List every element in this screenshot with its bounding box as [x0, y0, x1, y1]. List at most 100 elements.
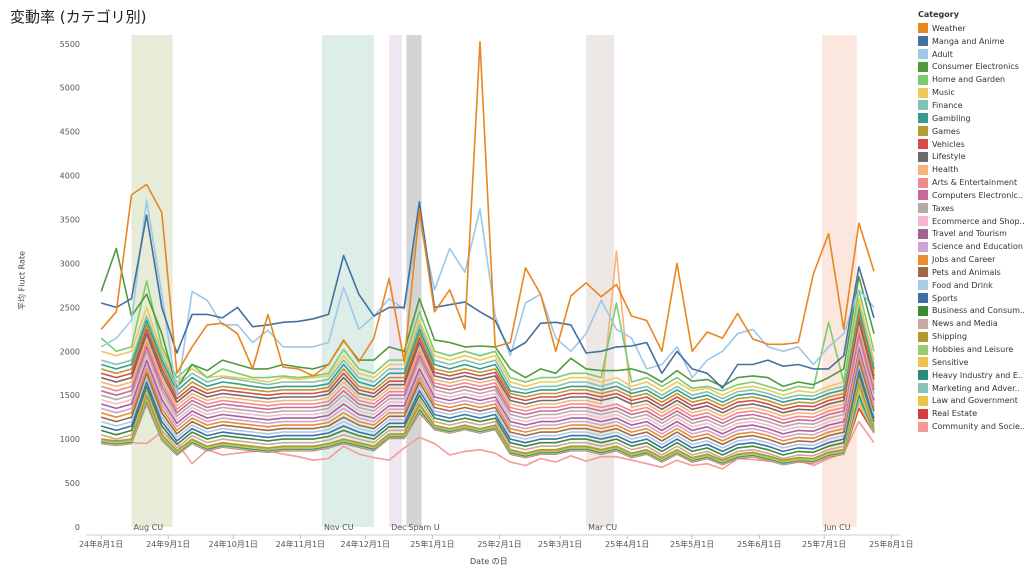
legend-swatch [918, 344, 928, 355]
series-line-6 [100, 302, 875, 400]
series-line-22 [100, 372, 875, 456]
series-line-31 [101, 420, 875, 470]
y-tick-label-4: 2000 [60, 347, 80, 356]
series-line-1 [100, 201, 875, 390]
legend-label: Manga and Anime [932, 36, 1005, 46]
legend-label: Computers Electronic.. [932, 190, 1023, 200]
y-tick-label-7: 3500 [60, 216, 80, 225]
legend-label: Adult [932, 49, 953, 59]
legend-label: Weather [932, 23, 966, 33]
y-tick-label-5: 2500 [60, 303, 80, 312]
series-line-15 [100, 341, 875, 432]
legend-swatch [918, 87, 928, 98]
series-line-14 [100, 337, 875, 428]
series-line-7 [100, 306, 875, 404]
series-line-21 [100, 368, 875, 453]
legend-swatch [918, 100, 928, 111]
series-line-5 [100, 297, 875, 397]
legend-label: Vehicles [932, 139, 965, 149]
legend-swatch [918, 126, 928, 137]
legend-swatch [918, 383, 928, 394]
series-line-18 [100, 354, 875, 442]
legend-item: Games [918, 125, 1024, 138]
y-tick-label-9: 4500 [60, 128, 80, 137]
legend-label: Consumer Electronics [932, 62, 1019, 72]
legend-swatch [918, 151, 928, 162]
legend-label: Travel and Tourism [932, 229, 1007, 239]
legend-swatch [918, 113, 928, 124]
legend-item: Marketing and Adver.. [918, 382, 1024, 395]
y-tick-label-3: 1500 [60, 391, 80, 400]
band-label-1: Nov CU [324, 523, 354, 532]
legend-swatch [918, 74, 928, 85]
legend-label: Shipping [932, 332, 967, 342]
legend-label: Ecommerce and Shop.. [932, 216, 1024, 226]
series-line-10 [100, 319, 875, 414]
series-line-3 [100, 247, 875, 390]
legend-item: Vehicles [918, 138, 1024, 151]
legend-item: Pets and Animals [918, 266, 1024, 279]
legend-item: Sports [918, 292, 1024, 305]
legend-label: Business and Consum.. [932, 306, 1024, 316]
legend-swatch [918, 164, 928, 175]
y-tick-label-11: 5500 [60, 40, 80, 49]
legend-swatch [918, 357, 928, 368]
band-label-3: Spam U [408, 523, 439, 532]
y-tick-label-0: 0 [75, 523, 80, 532]
series-line-4 [100, 280, 875, 392]
legend-swatch [918, 203, 928, 214]
series-line-2 [100, 199, 875, 397]
legend-label: Lifestyle [932, 152, 966, 162]
legend-item: Science and Education [918, 240, 1024, 253]
legend-swatch [918, 305, 928, 316]
legend-label: Arts & Entertainment [932, 178, 1018, 188]
legend-item: Travel and Tourism [918, 228, 1024, 241]
legend-swatch [918, 23, 928, 34]
legend-label: Home and Garden [932, 75, 1006, 85]
legend-label: News and Media [932, 319, 998, 329]
series-line-9 [100, 315, 875, 411]
band-0 [131, 35, 173, 527]
legend-swatch [918, 421, 928, 432]
x-tick-label-9: 25年5月1日 [670, 539, 714, 549]
x-tick-label-11: 25年7月1日 [802, 539, 846, 549]
band-label-5: Jun CU [823, 523, 851, 532]
legend-item: Business and Consum.. [918, 305, 1024, 318]
legend-title: Category [918, 10, 959, 19]
legend-label: Finance [932, 100, 963, 110]
legend-item: Law and Government [918, 394, 1024, 407]
x-tick-label-1: 24年9月1日 [146, 539, 190, 549]
legend-item: Arts & Entertainment [918, 176, 1024, 189]
legend-swatch [918, 331, 928, 342]
x-tick-label-12: 25年8月1日 [869, 539, 913, 549]
legend-swatch [918, 216, 928, 227]
legend-item: Shipping [918, 330, 1024, 343]
series-line-20 [100, 363, 875, 449]
legend-swatch [918, 318, 928, 329]
legend-item: Ecommerce and Shop.. [918, 215, 1024, 228]
x-tick-label-2: 24年10月1日 [208, 539, 257, 549]
legend-items: Weather Manga and Anime Adult Consumer Elec… [918, 22, 1024, 433]
series-line-11 [100, 250, 875, 418]
y-axis: 0 500 1000 1500 2000 2500 3000 3500 4000 4500 5000… [60, 40, 80, 532]
y-tick-label-1: 500 [65, 479, 80, 488]
legend-swatch [918, 49, 928, 60]
legend-item: News and Media [918, 317, 1024, 330]
series-line-19 [100, 359, 875, 446]
x-axis: 24年8月1日 24年9月1日 24年10月1日 24年11月1日 24年12月1日 25… [79, 534, 914, 549]
legend-item: Weather [918, 22, 1024, 35]
chart-title: 変動率 (カテゴリ別) [10, 8, 147, 26]
event-bands: Aug CU Nov CU Dec Spam U Mar CU Jun CU [131, 35, 857, 532]
legend-label: Taxes [932, 203, 955, 213]
x-tick-label-0: 24年8月1日 [79, 539, 123, 549]
legend-label: Food and Drink [932, 280, 993, 290]
series-line-12 [100, 328, 875, 421]
y-tick-label-8: 4000 [60, 172, 80, 181]
y-tick-label-6: 3000 [60, 259, 80, 268]
legend-item: Health [918, 163, 1024, 176]
legend-label: Heavy Industry and E.. [932, 370, 1024, 380]
x-tick-label-5: 25年1月1日 [410, 539, 454, 549]
legend-item: Music [918, 86, 1024, 99]
series-line-28 [101, 398, 875, 465]
